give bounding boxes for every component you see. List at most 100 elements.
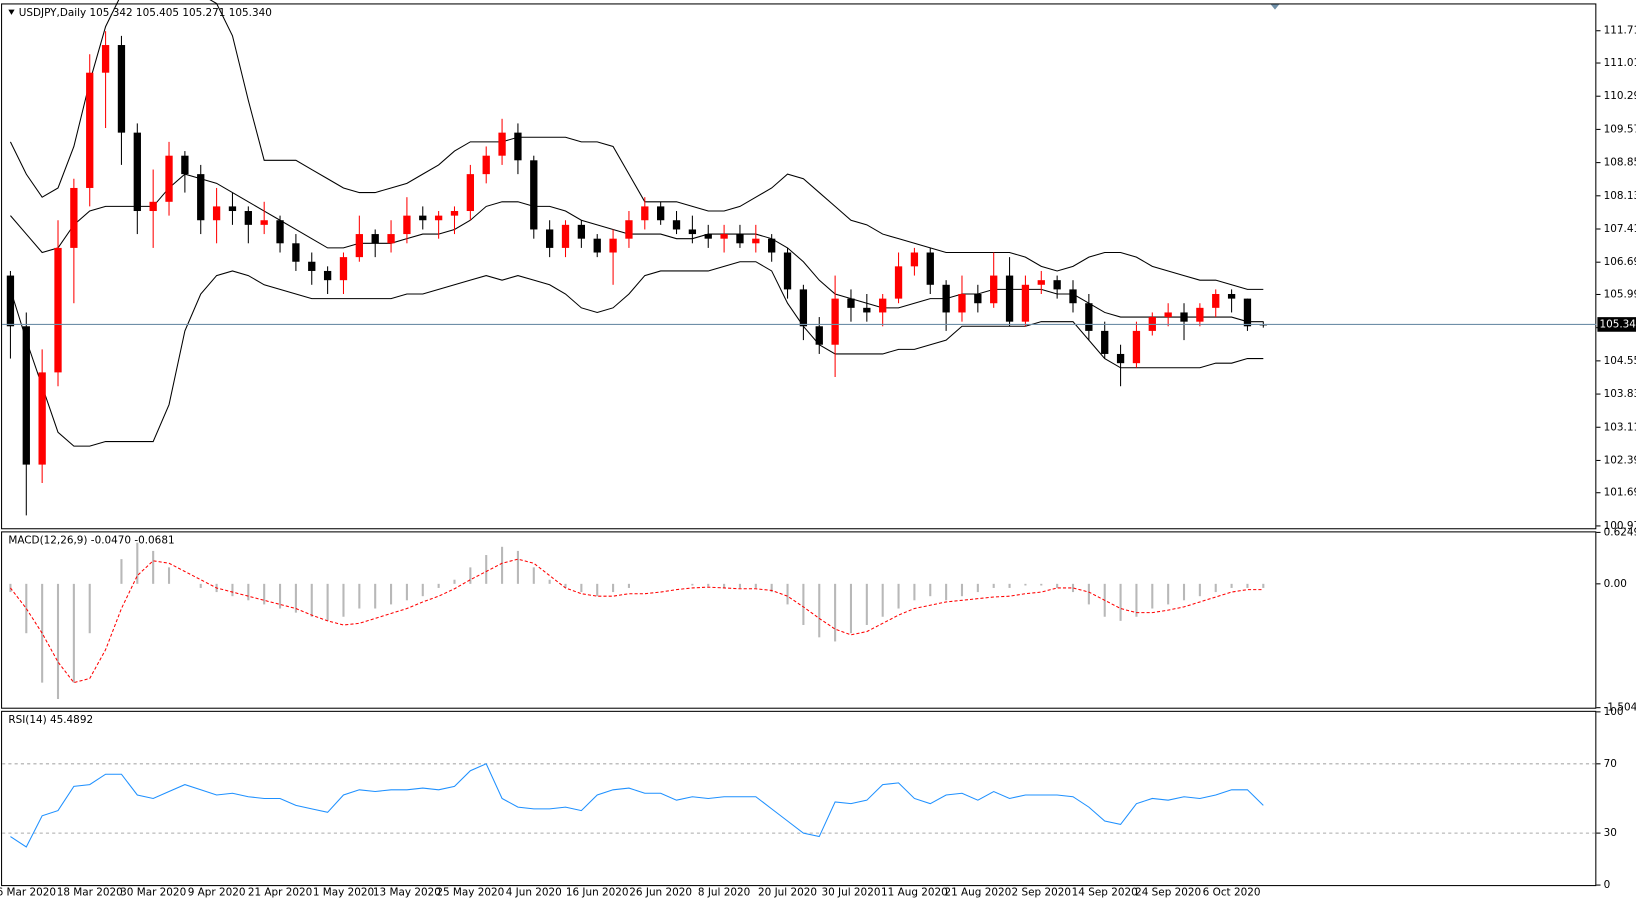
candle-body [831,298,839,345]
x-tick-label: 24 Sep 2020 [1135,886,1201,898]
y-tick-label: 0.00 [1604,578,1627,590]
candle-body [1212,294,1220,308]
y-tick-label: 104.550 [1604,355,1636,367]
y-tick-label: 0 [1604,879,1611,891]
y-tick-label: 111.710 [1604,25,1636,37]
candle-body [910,252,919,267]
candle-body [657,206,665,221]
candle-body [1164,312,1172,318]
x-tick-label: 21 Aug 2020 [944,886,1011,898]
candle-body [292,243,300,262]
candle-body [545,229,554,248]
candle-body [625,220,633,239]
rsi-panel [1,710,1597,887]
candle-body [514,132,522,161]
y-tick-label: 106.690 [1604,256,1636,268]
price-panel [1,3,1597,530]
x-tick-label: 1 May 2020 [313,886,374,898]
candle-body [1227,294,1236,299]
candle-body [1243,298,1252,327]
current-price-label: 105.340 [1599,318,1636,330]
candle-body [799,289,808,327]
candle-body [783,252,792,290]
shift-marker [1270,4,1280,10]
candle-body [117,45,126,133]
y-tick-label: 111.010 [1604,57,1636,69]
candle-body [308,261,316,271]
y-tick-label: 101.690 [1604,487,1636,499]
candle-body [1021,284,1030,322]
x-tick-label: 21 Apr 2020 [248,886,312,898]
candle-body [54,247,62,373]
candle-body [403,215,411,235]
candle-body [863,307,871,313]
candle-body [752,238,760,244]
candle-body [197,174,205,221]
candle-body [609,238,617,253]
candle-body [276,220,284,244]
candle-body [38,372,46,465]
x-tick-label: 16 Jun 2020 [566,886,629,898]
candle-body [355,234,363,258]
candle-body [1053,280,1061,290]
candle-body [70,187,78,248]
candle-body [419,215,427,221]
x-tick-label: 30 Jul 2020 [821,886,880,898]
candle-body [942,284,950,313]
candle-body [530,160,538,230]
bollinger-lower [9,261,1264,447]
candle-body [561,224,570,248]
candle-body [482,155,490,175]
y-tick-label: 102.390 [1604,454,1636,466]
macd-panel [1,531,1597,709]
candle-body [86,72,94,188]
x-tick-label: 4 Jun 2020 [506,886,562,898]
y-tick-label: 108.850 [1604,157,1636,169]
candle-body [450,211,459,216]
macd-header: MACD(12,26,9) -0.0470 -0.0681 [8,535,174,547]
y-tick-label: 110.290 [1604,90,1636,102]
x-tick-label: 13 May 2020 [373,886,441,898]
candle-body [1196,307,1204,322]
x-tick-label: 6 Mar 2020 [0,886,56,898]
candle-body [704,234,712,239]
price-header: USDJPY,Daily 105.342 105.405 105.271 105… [19,7,272,19]
y-tick-label: 108.130 [1604,190,1636,202]
candle-body [815,326,823,345]
y-tick-label: 0.6249 [1604,526,1636,538]
x-tick-label: 11 Aug 2020 [881,886,948,898]
x-tick-label: 14 Sep 2020 [1072,886,1138,898]
x-tick-label: 9 Apr 2020 [188,886,246,898]
macd-signal [10,558,1264,684]
candle-body [181,155,189,175]
y-tick-label: 103.110 [1604,421,1636,433]
current-price-box [1597,317,1636,332]
candle-body [577,224,586,239]
candle-body [641,206,649,221]
menu-arrow [8,9,15,15]
y-tick-label: 100.970 [1604,520,1636,532]
candle-body [323,270,332,281]
y-tick-label: 30 [1604,827,1617,839]
y-tick-label: -1.5049 [1604,702,1636,714]
candle-body [1085,303,1093,331]
rsi-header: RSI(14) 45.4892 [8,714,93,726]
x-tick-label: 26 Jun 2020 [629,886,692,898]
candle-body [6,275,15,327]
candle-body [990,275,998,304]
y-tick-label: 107.410 [1604,223,1636,235]
candle-body [371,234,379,244]
candle-body [22,326,30,465]
bollinger-upper [9,0,1264,290]
y-tick-label: 70 [1604,758,1617,770]
candle-body [926,252,934,285]
x-tick-label: 8 Jul 2020 [698,886,750,898]
y-tick-label: 100 [1604,706,1624,718]
candle-body [244,211,252,225]
y-tick-label: 109.570 [1604,123,1636,135]
x-tick-label: 18 Mar 2020 [57,886,123,898]
candle-body [260,220,268,225]
